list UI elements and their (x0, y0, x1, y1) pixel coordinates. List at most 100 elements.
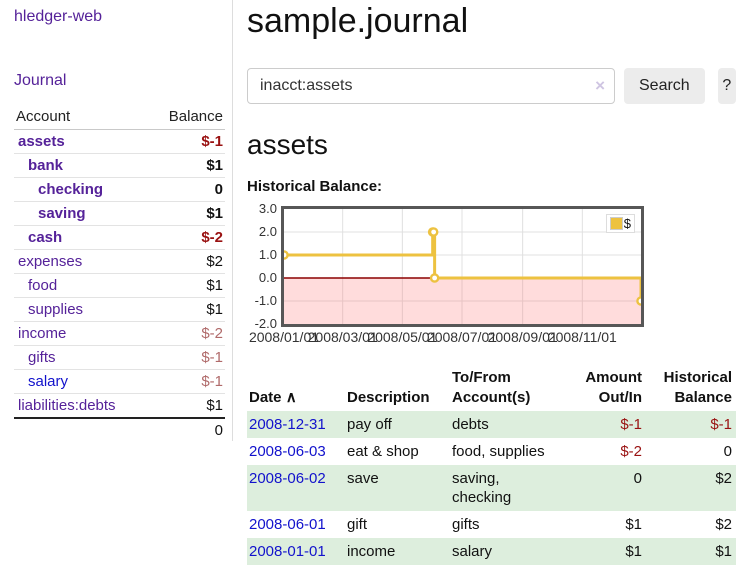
transaction-balance: $2 (715, 516, 732, 533)
historical-balance-chart: 3.0 2.0 1.0 0.0 -1.0 -2.0 $ (247, 201, 647, 331)
y-tick-label: -2.0 (254, 316, 277, 331)
account-row: liabilities:debts $1 (14, 393, 225, 419)
register-table: Date ∧ Description To/From Account(s) Am… (247, 366, 736, 565)
account-balance: $-2 (149, 225, 225, 250)
chart-legend: $ (605, 214, 635, 233)
register-header-amount: Amount Out/In (585, 369, 642, 406)
accounts-table: Account Balance assets $-1 bank $1 check… (14, 105, 225, 442)
transaction-account: salary (452, 543, 493, 560)
transaction-date-link[interactable]: 2008-12-31 (249, 416, 326, 433)
transaction-amount: 0 (633, 470, 642, 487)
account-link-supplies[interactable]: supplies (28, 301, 84, 318)
legend-label: $ (623, 216, 631, 231)
account-link-liabilities-debts[interactable]: liabilities:debts (18, 397, 116, 414)
register-row[interactable]: 2008-06-02 save saving, checking 0 $2 (247, 465, 736, 511)
y-tick-label: 0.0 (258, 270, 277, 285)
search-form: × Search ? (247, 68, 736, 104)
search-button[interactable]: Search (624, 68, 705, 104)
account-row: salary $-1 (14, 369, 225, 394)
register-row[interactable]: 2008-12-31 pay off debts $-1 $-1 (247, 411, 736, 438)
page-title: sample.journal (247, 2, 469, 40)
transaction-description: eat & shop (347, 443, 419, 460)
account-balance: $1 (149, 393, 225, 419)
account-row: supplies $1 (14, 297, 225, 322)
register-row[interactable]: 2008-06-01 gift gifts $1 $2 (247, 511, 736, 538)
account-row: cash $-2 (14, 225, 225, 250)
x-tick-label: 2008/05/01 (367, 329, 438, 345)
transaction-account: food, supplies (452, 443, 545, 460)
account-link-salary[interactable]: salary (28, 373, 69, 390)
accounts-header-balance: Balance (149, 105, 225, 130)
account-balance: $-1 (149, 369, 225, 394)
chart-heading: Historical Balance: (247, 178, 383, 195)
transaction-amount: $1 (625, 516, 642, 533)
account-row: gifts $-1 (14, 345, 225, 370)
account-balance: $1 (149, 153, 225, 178)
account-balance: $1 (149, 273, 225, 298)
account-row: bank $1 (14, 153, 225, 178)
accounts-header-account: Account (14, 105, 150, 130)
y-tick-label: 1.0 (258, 247, 277, 262)
account-row: saving $1 (14, 201, 225, 226)
transaction-balance: 0 (723, 443, 732, 460)
search-input[interactable] (247, 68, 615, 104)
transaction-balance: $-1 (710, 416, 732, 433)
transaction-description: save (347, 470, 379, 487)
account-link-bank[interactable]: bank (28, 157, 64, 174)
account-row: checking 0 (14, 177, 225, 202)
y-tick-label: 3.0 (258, 201, 277, 216)
sort-ascending-icon: ∧ (285, 389, 297, 406)
register-header-date[interactable]: Date ∧ (247, 366, 345, 411)
transaction-amount: $-1 (620, 416, 642, 433)
account-link-income[interactable]: income (18, 325, 67, 342)
account-link-expenses[interactable]: expenses (18, 253, 83, 270)
account-balance: $-2 (149, 321, 225, 346)
legend-swatch-icon (609, 217, 623, 230)
x-tick-label: 2008/07/01 (426, 329, 498, 345)
help-button[interactable]: ? (717, 68, 736, 104)
sidebar-item-journal[interactable]: Journal (14, 72, 67, 89)
account-balance: $1 (149, 201, 225, 226)
account-heading: assets (247, 129, 328, 160)
y-tick-label: -1.0 (254, 293, 277, 308)
account-link-cash[interactable]: cash (28, 229, 63, 246)
date-header-label: Date (249, 389, 282, 406)
register-header-balance: Historical Balance (663, 369, 732, 406)
account-row: income $-2 (14, 321, 225, 346)
transaction-amount: $-2 (620, 443, 642, 460)
app-brand-link[interactable]: hledger-web (14, 8, 103, 25)
account-link-assets[interactable]: assets (18, 133, 65, 150)
account-link-checking[interactable]: checking (38, 181, 104, 198)
transaction-date-link[interactable]: 2008-01-01 (249, 543, 326, 560)
account-link-saving[interactable]: saving (38, 205, 86, 222)
account-row: expenses $2 (14, 249, 225, 274)
transaction-account: debts (452, 416, 489, 433)
account-row: food $1 (14, 273, 225, 298)
register-header-row: Date ∧ Description To/From Account(s) Am… (247, 366, 736, 411)
y-tick-label: 2.0 (258, 224, 277, 239)
transaction-date-link[interactable]: 2008-06-03 (249, 443, 326, 460)
transaction-balance: $1 (715, 543, 732, 560)
transaction-description: pay off (347, 416, 392, 433)
transaction-account: saving, checking (452, 470, 512, 506)
transaction-date-link[interactable]: 2008-06-01 (249, 516, 326, 533)
transaction-description: gift (347, 516, 368, 533)
transaction-account: gifts (452, 516, 480, 533)
account-link-gifts[interactable]: gifts (28, 349, 56, 366)
register-header-account: To/From Account(s) (452, 369, 531, 406)
account-balance: 0 (149, 177, 225, 202)
x-tick-label: 2008/03/01 (307, 329, 378, 345)
account-balance: $1 (149, 297, 225, 322)
transaction-balance: $2 (715, 470, 732, 487)
chart-x-axis-labels: 2008/01/01 2008/03/01 2008/05/01 2008/07/01… (247, 328, 687, 350)
clear-search-icon[interactable]: × (595, 76, 605, 95)
account-balance: $-1 (149, 345, 225, 370)
accounts-total-row: 0 (14, 417, 225, 442)
register-row[interactable]: 2008-06-03 eat & shop food, supplies $-2… (247, 438, 736, 465)
register-row[interactable]: 2008-01-01 income salary $1 $1 (247, 538, 736, 565)
account-balance: $-1 (149, 129, 225, 154)
transaction-date-link[interactable]: 2008-06-02 (249, 470, 326, 487)
chart-plot-area: $ (281, 206, 644, 327)
account-link-food[interactable]: food (28, 277, 58, 294)
chart-svg (284, 209, 641, 324)
